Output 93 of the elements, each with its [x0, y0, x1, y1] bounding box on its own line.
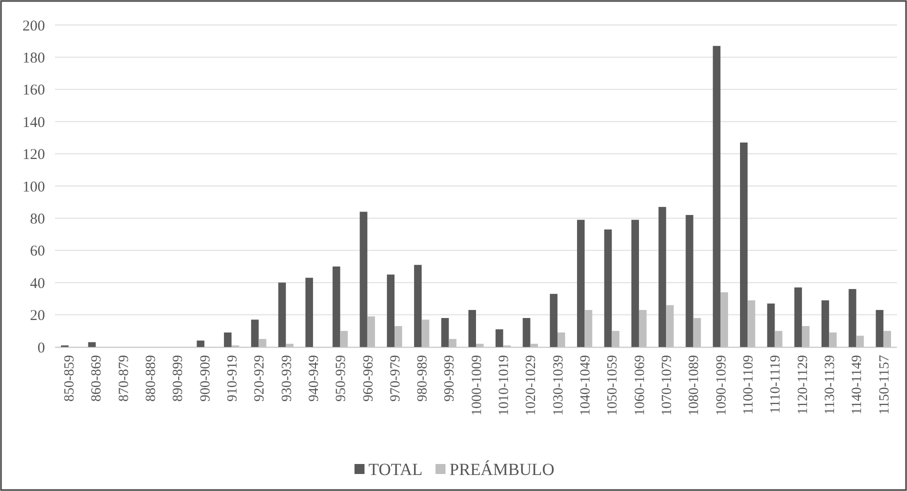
- bar: [386, 274, 395, 347]
- x-tick-label: 910-919: [225, 355, 240, 402]
- legend-label: TOTAL: [368, 460, 423, 479]
- x-tick-label: 1050-1059: [606, 355, 621, 416]
- bar: [821, 300, 830, 347]
- bar: [441, 318, 449, 347]
- x-tick-label: 1090-1099: [714, 355, 730, 416]
- bar: [856, 336, 864, 347]
- x-tick-label: 930-939: [280, 355, 295, 402]
- bar: [876, 310, 884, 347]
- bar: [712, 46, 720, 347]
- x-tick-label: 950-959: [334, 355, 350, 402]
- y-tick-label: 200: [22, 18, 45, 34]
- x-tick-label: 890-899: [171, 355, 186, 402]
- bar: [612, 330, 620, 347]
- bar: [251, 320, 259, 347]
- bar: [422, 320, 430, 347]
- bar: [286, 344, 294, 347]
- legend-label: PREÁMBULO: [450, 460, 554, 479]
- x-tick-label: 880-889: [144, 355, 159, 402]
- y-tick-label: 0: [38, 340, 45, 356]
- bar: [740, 142, 748, 347]
- bar: [522, 318, 530, 347]
- bar: [367, 316, 375, 347]
- x-tick-label: 980-989: [416, 355, 431, 402]
- bar: [305, 278, 314, 347]
- bar: [794, 287, 802, 347]
- bar: [360, 212, 368, 347]
- bar: [196, 340, 204, 347]
- bar: [658, 206, 666, 347]
- bar: [631, 220, 639, 347]
- x-tick-label: 940-949: [306, 355, 322, 402]
- x-tick-label: 1130-1139: [822, 355, 838, 415]
- bar: [496, 329, 504, 347]
- y-tick-label: 80: [30, 211, 45, 228]
- bar: [224, 332, 232, 347]
- x-tick-label: 1020-1029: [524, 355, 540, 416]
- x-tick-label: 1070-1079: [660, 355, 676, 416]
- bar: [557, 332, 566, 347]
- y-tick-label: 100: [22, 179, 45, 196]
- x-tick-label: 1060-1069: [632, 355, 648, 416]
- x-tick-label: 1150-1157: [877, 355, 892, 415]
- x-tick-label: 1000-1009: [470, 355, 485, 416]
- x-tick-label: 870-879: [116, 355, 132, 402]
- y-tick-label: 120: [22, 147, 45, 164]
- x-tick-label: 850-859: [62, 355, 78, 402]
- bar: [448, 338, 456, 347]
- bar: [748, 300, 756, 347]
- x-tick-label: 1010-1019: [497, 355, 512, 416]
- y-tick-label: 180: [22, 50, 45, 66]
- y-tick-label: 140: [22, 114, 45, 131]
- bar: [848, 289, 856, 347]
- bar: [638, 310, 647, 347]
- x-tick-label: 1030-1039: [551, 355, 566, 416]
- bar: [468, 310, 476, 347]
- bar: [802, 326, 810, 347]
- x-tick-label: 860-869: [90, 355, 105, 402]
- bar: [476, 344, 484, 347]
- bar: [720, 292, 728, 347]
- x-tick-label: 1110-1119: [768, 355, 784, 414]
- y-tick-label: 40: [30, 276, 45, 292]
- bar: [774, 330, 782, 347]
- bar: [829, 332, 837, 347]
- x-tick-label: 970-979: [388, 355, 404, 402]
- x-tick-label: 1100-1109: [742, 355, 757, 415]
- x-tick-label: 960-969: [361, 355, 376, 402]
- x-tick-label: 920-929: [252, 355, 268, 402]
- bar: [584, 310, 592, 347]
- y-tick-label: 60: [30, 244, 45, 260]
- bar: [604, 229, 612, 347]
- bar: [693, 318, 701, 347]
- y-tick-label: 20: [30, 308, 45, 324]
- bar: [767, 304, 775, 347]
- x-tick-label: 1080-1089: [687, 355, 702, 416]
- bar: [258, 338, 266, 347]
- x-tick-label: 1140-1149: [850, 355, 866, 415]
- x-tick-label: 1040-1049: [578, 355, 594, 416]
- bar: [666, 305, 674, 347]
- bar: [332, 266, 340, 347]
- bar: [394, 326, 402, 347]
- bar: [550, 294, 558, 347]
- x-tick-label: 1120-1129: [796, 355, 811, 415]
- bar: [883, 330, 892, 347]
- bar: [686, 214, 694, 347]
- bar: [340, 330, 348, 347]
- bar: [530, 344, 538, 347]
- bar: [577, 220, 585, 347]
- x-tick-label: 900-909: [198, 355, 214, 402]
- bar: [278, 282, 286, 347]
- bar: [414, 264, 422, 347]
- y-tick-label: 160: [22, 82, 45, 99]
- bar: [88, 342, 96, 347]
- x-tick-label: 990-999: [442, 355, 458, 402]
